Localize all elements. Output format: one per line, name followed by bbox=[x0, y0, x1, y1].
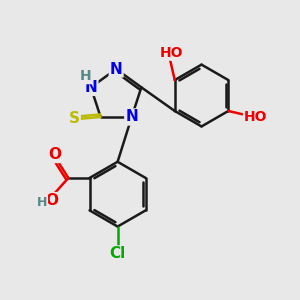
Text: N: N bbox=[125, 110, 138, 124]
Text: H: H bbox=[80, 69, 92, 83]
Text: H: H bbox=[37, 196, 47, 208]
Text: N: N bbox=[110, 61, 122, 76]
Text: S: S bbox=[69, 111, 80, 126]
Text: HO: HO bbox=[160, 46, 184, 60]
Text: N: N bbox=[85, 80, 97, 95]
Text: O: O bbox=[49, 147, 62, 162]
Text: Cl: Cl bbox=[110, 246, 126, 261]
Text: HO: HO bbox=[244, 110, 267, 124]
Text: O: O bbox=[45, 193, 58, 208]
